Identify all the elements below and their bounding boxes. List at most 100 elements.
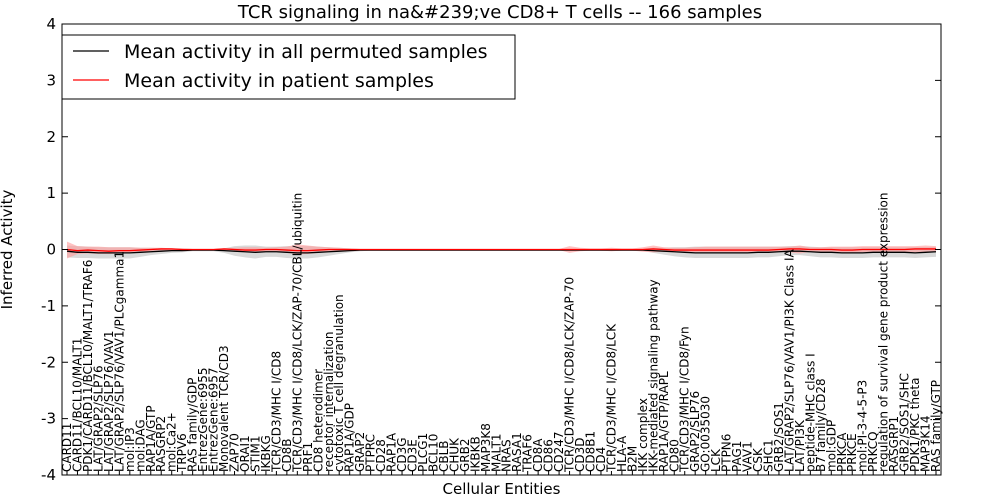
x-tick-label: PRKCQ [866, 431, 880, 472]
x-tick-label: PDK1/CARD11/BCL10/MALT1/TRAF6 [81, 260, 95, 472]
x-tick-label: CARD11 [60, 423, 74, 472]
x-tick-label: GRB2/SOS1 [772, 402, 786, 472]
x-tick-label: GRAP2/SLP76 [688, 391, 702, 472]
x-tick-label: TRPV6 [175, 433, 189, 473]
x-tick-label: VAV1 [741, 441, 755, 472]
x-tick-label: CD86 [542, 439, 556, 472]
x-tick-label: CD8B1 [583, 431, 597, 472]
x-tick-label: CD3D [573, 438, 587, 473]
x-tick-label: mol:PI-3-4-5-P3 [856, 380, 870, 472]
x-tick-label: IKK complex [636, 398, 650, 472]
x-tick-label: HLA-A [615, 435, 629, 472]
x-tick-label: CD8B [280, 439, 294, 473]
x-tick-label: PRKCA [835, 432, 849, 472]
x-tick-label: RAP1A/GDP [343, 403, 357, 472]
x-tick-label: PRKCE [845, 433, 859, 472]
x-tick-label: LAT/GRAP2/SLP76 [91, 365, 105, 472]
x-tick-label: cytotoxic T cell degranulation [332, 294, 346, 472]
y-tick-label: 0 [46, 241, 56, 259]
x-tick-label: CD4 [594, 447, 608, 472]
x-tick-label: MALT1 [489, 433, 503, 472]
series-line-mean-activity-in-patient-samples [66, 248, 936, 252]
x-tick-label: CBLB [437, 440, 451, 472]
x-tick-label: RASGRP2 [154, 416, 168, 472]
x-tick-label: CD8A [531, 438, 545, 472]
y-tick-label: -2 [41, 353, 56, 371]
x-tick-label: mol:GDP [824, 420, 838, 472]
x-tick-label: GRB2/SOS1/SHC [898, 373, 912, 472]
x-tick-label: TCR/CD3/MHC I/CD8/LCK [604, 323, 618, 473]
y-tick-label: 4 [46, 15, 56, 33]
x-tick-label: mol:IP3 [123, 427, 137, 472]
x-tick-label: EntrezGene:6957 [207, 368, 221, 473]
x-tick-label: LAT/PI3K [793, 419, 807, 472]
x-tick-label: RAS family/GDP [186, 378, 200, 472]
x-tick-label: EntrezGene:6955 [196, 368, 210, 473]
x-tick-label: PTPRC [364, 434, 378, 472]
x-tick-label: CD8 heterodimer [311, 369, 325, 472]
x-axis-category-labels: CARD11CARD11/BCL10/MALT1PDK1/CARD11/BCL1… [60, 193, 943, 475]
x-tick-label: mol:Ca2+ [165, 412, 179, 472]
x-tick-label: LAT/GRAP2/SLP76/VAV1 [102, 331, 116, 472]
series-lines [66, 248, 937, 254]
y-axis-ticks: -4 -3 -2 -1 0 1 2 3 4 [41, 15, 941, 484]
x-tick-label: CARD11/BCL10/MALT1 [70, 338, 84, 472]
x-tick-label: IKBKG [259, 435, 273, 472]
x-tick-label: B2M [625, 446, 639, 472]
x-tick-label: NRAS [500, 439, 514, 472]
x-tick-label: RAP1A/GTP [144, 405, 158, 472]
legend: Mean activity in all permuted samples Me… [61, 34, 516, 100]
y-tick-label: -3 [41, 410, 56, 428]
legend-box [61, 34, 516, 100]
legend-label-patient: Mean activity in patient samples [124, 70, 434, 92]
x-tick-label: mol:DAG [133, 419, 147, 472]
x-tick-label: IKK-mediated signaling pathway [646, 279, 660, 472]
x-tick-label: SHC1 [761, 439, 775, 472]
x-tick-label: TRAF6 [521, 434, 535, 473]
x-tick-label: CSK [751, 447, 765, 472]
x-tick-label: CD28 [374, 439, 388, 472]
x-tick-label: CD247 [552, 431, 566, 472]
x-tick-label: MAP3K14 [919, 415, 933, 472]
x-tick-label: IKBKB [468, 436, 482, 472]
x-tick-label: TCR/CD3/MHC I/CD8/Fyn [678, 326, 692, 473]
x-tick-label: GRB2 [458, 438, 472, 472]
legend-label-permuted: Mean activity in all permuted samples [124, 41, 487, 63]
x-tick-label: CD80 [667, 439, 681, 472]
y-tick-label: 2 [46, 128, 56, 146]
x-tick-label: regulation of survival gene product expr… [877, 193, 891, 472]
x-tick-label: GRAP2 [353, 432, 367, 472]
x-tick-label: BCL10 [426, 434, 440, 472]
x-tick-label: CD3E [406, 439, 420, 472]
x-tick-label: CD3G [395, 437, 409, 472]
x-tick-label: ZAP70 [228, 433, 242, 472]
x-tick-label: CHUK [447, 437, 461, 472]
x-tick-label: MAP3K8 [479, 423, 493, 472]
x-tick-label: TCR/CD3/MHC I/CD8/LCK/ZAP-70/CBL/ubiquit… [290, 193, 304, 473]
x-tick-label: ORAI1 [238, 435, 252, 472]
x-tick-label: LAT/GRAP2/SLP76/VAV1/PI3K Class IA [782, 248, 796, 472]
x-tick-label: TCR/CD3/MHC I/CD8/LCK/ZAP-70 [563, 277, 577, 473]
y-tick-label: 1 [46, 184, 56, 202]
x-tick-label: PAG1 [730, 441, 744, 472]
x-tick-label: RASA1 [510, 432, 524, 472]
x-tick-label: B7 family/CD28 [814, 378, 828, 472]
y-tick-label: -4 [41, 466, 56, 484]
x-tick-label: LCK [709, 448, 723, 472]
y-axis-label: Inferred Activity [0, 189, 16, 309]
x-tick-label: LAT/GRAP2/SLP76/VAV1/PLCgamma1 [112, 251, 126, 472]
x-tick-label: peptide-MHC class I [803, 353, 817, 472]
x-axis-label: Cellular Entities [443, 480, 561, 498]
y-tick-label: 3 [46, 71, 56, 89]
x-tick-label: PLCG1 [416, 433, 430, 472]
plot-frame [61, 23, 942, 476]
x-tick-label: RAP1A [385, 432, 399, 472]
x-tick-label: PRF1 [301, 442, 315, 472]
chart-title: TCR signaling in na&#239;ve CD8+ T cells… [237, 2, 762, 23]
x-tick-label: Monovalent TCR/CD3 [217, 345, 231, 472]
x-tick-label: RAS family/GTP [929, 380, 943, 472]
y-tick-label: -1 [41, 297, 56, 315]
x-tick-label: STIM1 [248, 436, 262, 472]
x-tick-label: PDK1/PKC theta [908, 378, 922, 472]
